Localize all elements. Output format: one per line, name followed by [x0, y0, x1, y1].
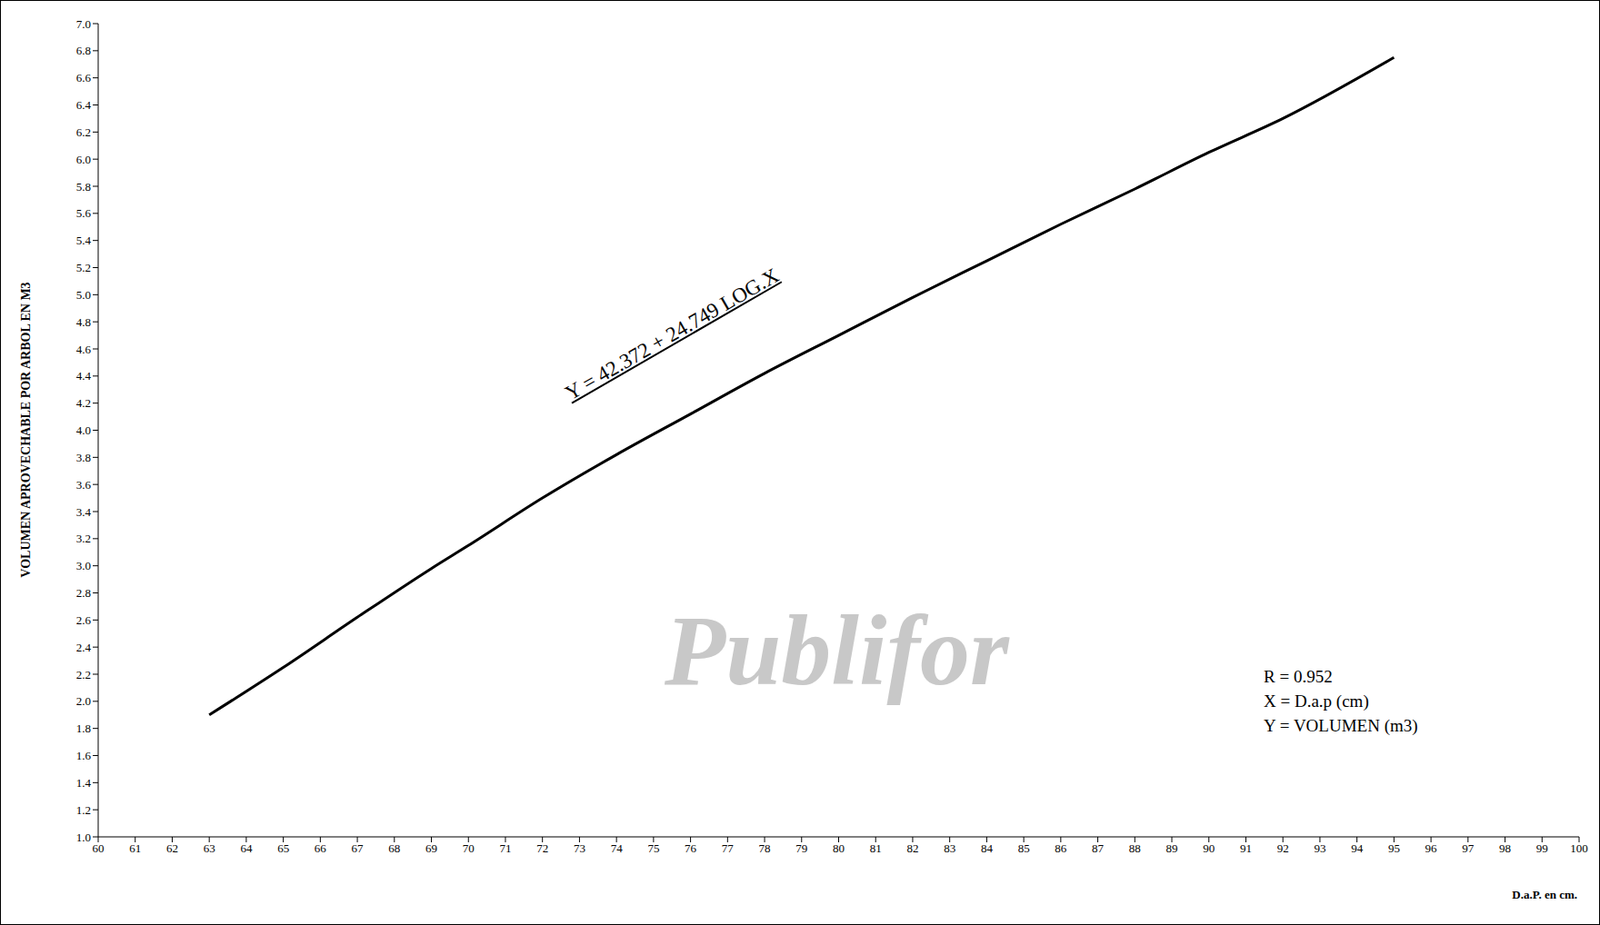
svg-text:99: 99 [1536, 841, 1549, 856]
svg-text:97: 97 [1461, 841, 1475, 856]
svg-text:87: 87 [1091, 841, 1105, 856]
svg-text:1.0: 1.0 [76, 830, 91, 845]
svg-text:78: 78 [759, 841, 771, 856]
svg-text:1.2: 1.2 [76, 803, 91, 818]
svg-text:76: 76 [684, 841, 698, 856]
svg-text:6.2: 6.2 [76, 125, 91, 140]
svg-text:74: 74 [610, 841, 624, 856]
svg-text:2.8: 2.8 [76, 586, 91, 600]
svg-text:61: 61 [129, 841, 141, 856]
html-text:X = D.a.p (cm): X = D.a.p (cm) [1263, 691, 1369, 711]
svg-text:4.8: 4.8 [76, 315, 91, 330]
html-text:Y = 42.372 + 24.749 LOG.X: Y = 42.372 + 24.749 LOG.X [561, 263, 783, 405]
svg-text:90: 90 [1202, 841, 1215, 856]
svg-text:2.0: 2.0 [76, 694, 91, 709]
svg-text:3.0: 3.0 [76, 559, 91, 573]
svg-text:3.2: 3.2 [76, 531, 91, 546]
svg-text:5.6: 5.6 [76, 206, 92, 220]
svg-text:1.6: 1.6 [76, 749, 92, 763]
svg-text:D.a.P. en cm.: D.a.P. en cm. [1511, 888, 1578, 902]
svg-text:63: 63 [203, 841, 216, 856]
svg-text:89: 89 [1166, 841, 1179, 856]
svg-text:72: 72 [536, 841, 549, 856]
svg-text:6.8: 6.8 [76, 43, 91, 58]
svg-text:85: 85 [1018, 841, 1030, 856]
svg-text:5.2: 5.2 [76, 260, 91, 275]
svg-text:96: 96 [1425, 841, 1439, 856]
svg-text:84: 84 [980, 841, 994, 856]
svg-text:3.6: 3.6 [76, 478, 92, 492]
svg-text:65: 65 [277, 841, 290, 856]
svg-text:5.8: 5.8 [76, 180, 91, 194]
svg-text:4.4: 4.4 [76, 369, 92, 383]
svg-text:6.0: 6.0 [76, 152, 91, 167]
html-text:R = 0.952: R = 0.952 [1263, 667, 1333, 687]
svg-text:98: 98 [1499, 841, 1511, 856]
svg-text:7.0: 7.0 [76, 17, 91, 31]
svg-text:77: 77 [721, 841, 735, 856]
svg-text:6.4: 6.4 [76, 98, 92, 112]
svg-text:4.6: 4.6 [76, 342, 92, 357]
svg-text:91: 91 [1240, 841, 1252, 856]
svg-text:62: 62 [166, 841, 179, 856]
svg-text:73: 73 [573, 841, 586, 856]
svg-text:3.4: 3.4 [76, 505, 92, 520]
svg-text:68: 68 [388, 841, 400, 856]
svg-text:83: 83 [943, 841, 956, 856]
svg-text:2.6: 2.6 [76, 613, 92, 628]
svg-text:4.0: 4.0 [76, 423, 91, 438]
svg-text:66: 66 [314, 841, 328, 856]
svg-text:6.6: 6.6 [76, 70, 92, 85]
svg-text:100: 100 [1570, 841, 1589, 856]
html-text:VOLUMEN APROVECHABLE POR ARBOL: VOLUMEN APROVECHABLE POR ARBOL EN M3 [19, 282, 33, 578]
svg-text:1.8: 1.8 [76, 721, 91, 736]
svg-text:71: 71 [499, 841, 511, 856]
svg-text:82: 82 [906, 841, 919, 856]
svg-text:1.4: 1.4 [76, 776, 92, 790]
svg-text:81: 81 [870, 841, 882, 856]
svg-text:5.0: 5.0 [76, 288, 91, 302]
svg-text:79: 79 [795, 841, 808, 856]
svg-text:60: 60 [92, 841, 105, 856]
svg-text:94: 94 [1350, 841, 1364, 856]
svg-text:95: 95 [1388, 841, 1400, 856]
svg-text:3.8: 3.8 [76, 450, 91, 465]
svg-text:70: 70 [462, 841, 475, 856]
svg-text:69: 69 [425, 841, 438, 856]
svg-text:80: 80 [832, 841, 845, 856]
svg-text:64: 64 [240, 841, 253, 856]
svg-text:92: 92 [1277, 841, 1290, 856]
html-text:Publifor: Publifor [664, 595, 1009, 707]
svg-text:86: 86 [1054, 841, 1068, 856]
svg-text:5.4: 5.4 [76, 233, 92, 248]
svg-text:2.4: 2.4 [76, 640, 92, 655]
svg-text:93: 93 [1313, 841, 1326, 856]
svg-text:4.2: 4.2 [76, 396, 91, 410]
svg-text:2.2: 2.2 [76, 668, 91, 682]
svg-text:88: 88 [1129, 841, 1141, 856]
html-text:Y = VOLUMEN (m3): Y = VOLUMEN (m3) [1263, 716, 1418, 736]
svg-text:67: 67 [351, 841, 365, 856]
svg-text:75: 75 [647, 841, 660, 856]
